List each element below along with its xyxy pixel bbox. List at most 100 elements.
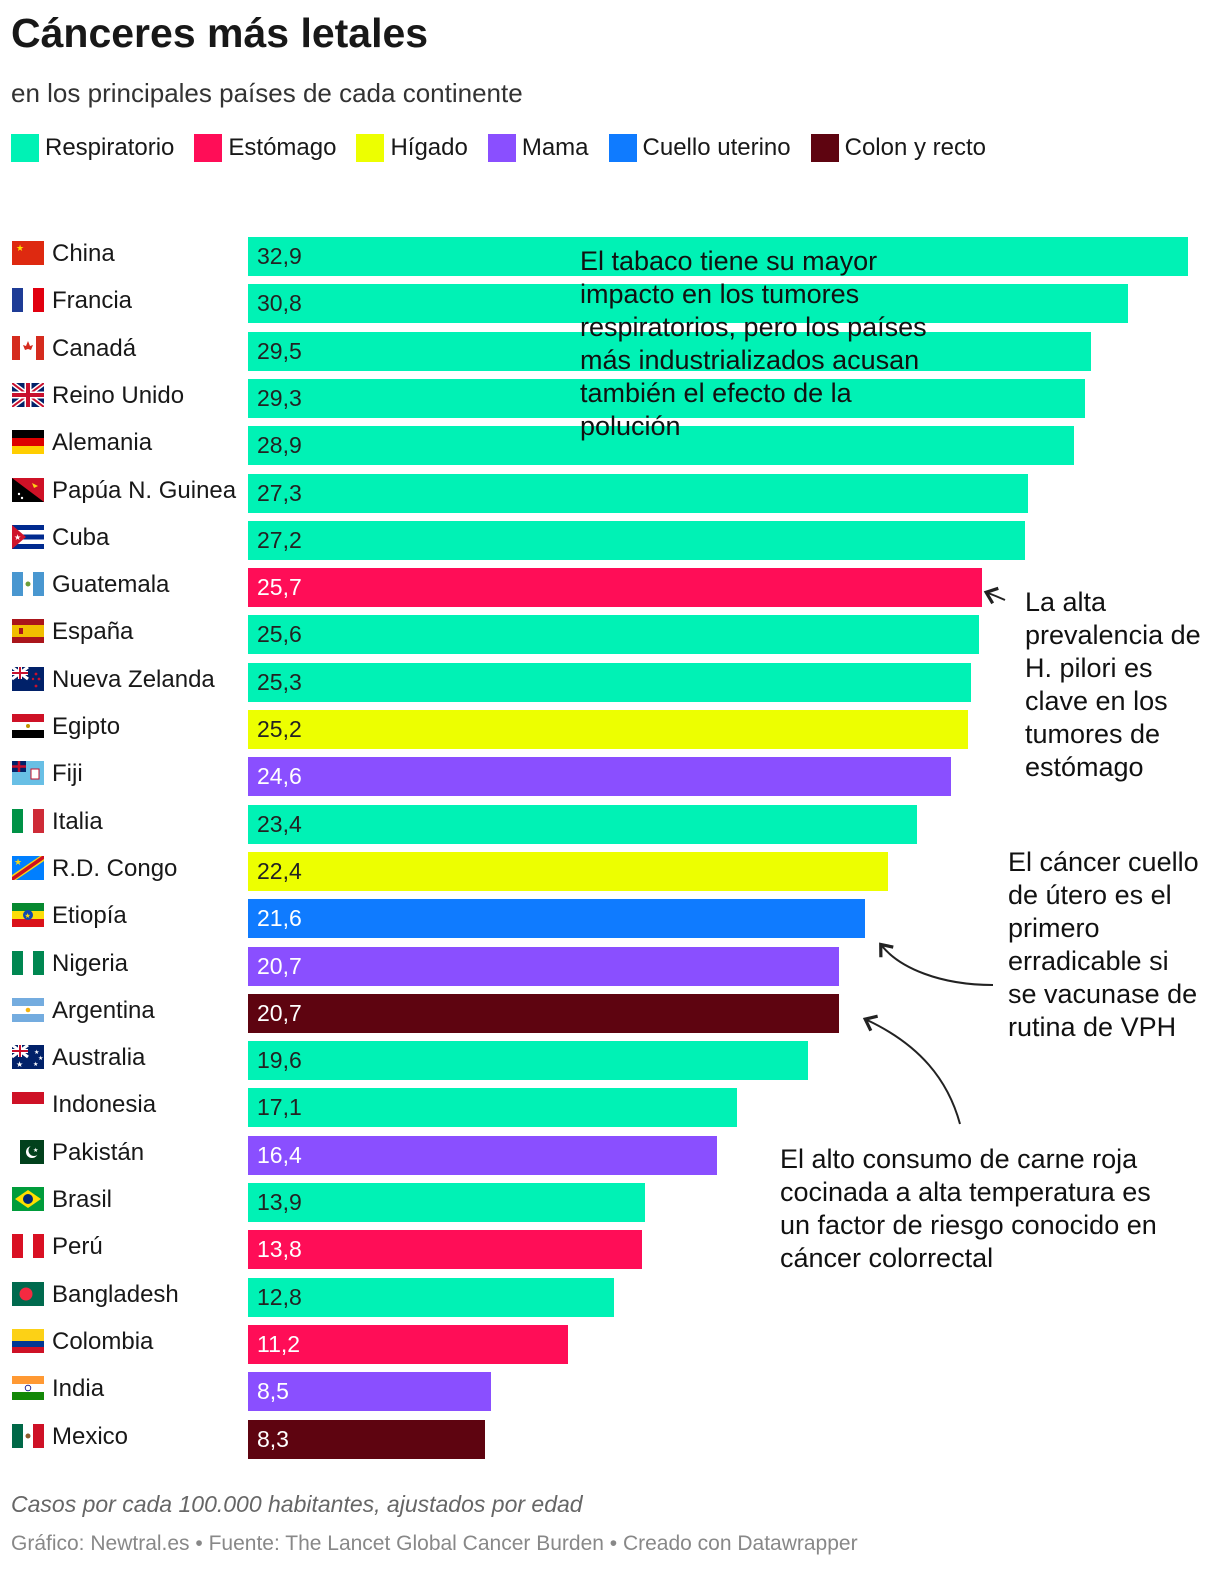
country-label: China [52, 240, 115, 267]
bar-row-brasil: Brasil 13,9 [0, 1183, 1220, 1223]
country-label: Guatemala [52, 571, 170, 599]
country-label: Italia [52, 807, 103, 835]
legend-item-mama: Mama [487, 134, 589, 162]
legend-item-higado: Hígado [356, 134, 468, 162]
country-label: Francia [52, 287, 133, 315]
australia-flag-icon: ★ ★ ★ ★ [11, 1043, 44, 1070]
bar-value-label: 12,8 [257, 1283, 302, 1310]
cuba-flag-icon: ★ [12, 524, 44, 549]
bar: 32,9 [248, 237, 1188, 276]
bar: 23,4 [248, 804, 917, 844]
bar-value-label: 23,4 [257, 810, 302, 837]
bar: 13,8 [248, 1230, 643, 1270]
bar-value-label: 13,8 [257, 1236, 302, 1263]
legend-label: Respiratorio [45, 134, 175, 161]
country-label: Australia [52, 1044, 146, 1072]
country-label: Cuba [52, 523, 110, 551]
country-label: Pakistán [52, 1138, 145, 1166]
country-label: Etiopía [52, 902, 127, 930]
bar-value-label: 25,2 [257, 716, 302, 742]
bar-value-label: 19,6 [257, 1047, 302, 1074]
svg-text:★: ★ [38, 1055, 43, 1062]
svg-text:★: ★ [34, 1049, 39, 1056]
bar-value-label: 32,9 [257, 243, 302, 269]
svg-text:★: ★ [14, 857, 22, 867]
legend-label: Mama [521, 134, 589, 161]
annotation-cuello-utero: El cáncer cuello de útero es el primero … [1008, 847, 1199, 1042]
nigeria-flag-icon [12, 950, 44, 975]
bar-row-etiopia: ★ Etiopía 21,6 [0, 899, 1220, 939]
bar-value-label: 25,7 [257, 574, 302, 601]
indonesia-flag-icon [12, 1092, 44, 1117]
legend-label: Estómago [228, 134, 337, 161]
bar-value-label: 24,6 [257, 763, 302, 790]
italy-flag-icon [12, 808, 44, 833]
bar: 24,6 [248, 757, 951, 797]
chart-notes: Casos por cada 100.000 habitantes, ajust… [11, 1491, 583, 1517]
chart-title: Cánceres más letales [11, 10, 429, 56]
spain-flag-icon [12, 619, 44, 644]
svg-text:★: ★ [16, 243, 24, 253]
bar: 20,7 [248, 993, 840, 1033]
bar-value-label: 29,5 [257, 337, 302, 364]
annotation-carne-roja: El alto consumo de carne roja cocinada a… [780, 1144, 1157, 1273]
bar-row-mexico: Mexico 8,3 [0, 1419, 1220, 1460]
country-label: Papúa N. Guinea [52, 476, 237, 504]
legend-label: Cuello uterino [642, 134, 791, 161]
bar: 22,4 [248, 851, 888, 891]
country-label: Perú [52, 1233, 103, 1261]
bar: 29,5 [248, 331, 1091, 371]
bar-value-label: 25,6 [257, 621, 302, 648]
bar: 27,2 [248, 520, 1026, 560]
legend: Respiratorio Estómago Hígado Mama Cuello… [11, 134, 1006, 162]
country-label: Indonesia [52, 1091, 157, 1119]
legend-item-estomago: Estómago [194, 134, 336, 162]
legend-swatch [487, 134, 516, 162]
legend-swatch [356, 134, 385, 162]
annotation-h-pilori: La alta prevalencia de H. pilori es clav… [1025, 587, 1201, 782]
bar-value-label: 11,2 [257, 1330, 301, 1357]
argentina-flag-icon [12, 997, 44, 1022]
bar: 11,2 [248, 1324, 568, 1364]
dr-congo-flag-icon: ★ [12, 855, 44, 880]
country-label: India [52, 1375, 105, 1403]
country-label: Bangladesh [52, 1280, 179, 1308]
france-flag-icon [12, 288, 44, 313]
svg-text:★: ★ [16, 1060, 23, 1069]
legend-item-cuello-uterino: Cuello uterino [608, 134, 791, 162]
svg-text:★: ★ [25, 912, 31, 920]
bar-row-peru: Perú 13,8 [0, 1230, 1220, 1270]
egypt-flag-icon [12, 714, 44, 738]
mexico-flag-icon [12, 1423, 44, 1448]
bangladesh-flag-icon [12, 1281, 44, 1306]
country-label: Brasil [52, 1186, 113, 1213]
bar-row-papua-n-guinea: Papúa N. Guinea 27,3 [0, 473, 1220, 514]
country-label: R.D. Congo [52, 854, 178, 882]
bar-row-argentina: Argentina 20,7 [0, 993, 1220, 1034]
country-label: Nueva Zelanda [52, 665, 215, 693]
bar-value-label: 13,9 [257, 1189, 302, 1215]
country-label: Egipto [52, 713, 121, 740]
bar-row-fiji: Fiji 24,6 [0, 757, 1220, 797]
papua-new-guinea-flag-icon [12, 477, 44, 502]
bar: 25,6 [248, 615, 980, 655]
bar: 13,9 [248, 1183, 646, 1222]
bar: 25,2 [248, 710, 968, 749]
bar-row-bangladesh: Bangladesh 12,8 [0, 1277, 1220, 1318]
bar-row-colombia: Colombia 11,2 [0, 1324, 1220, 1365]
bar-value-label: 27,3 [257, 479, 302, 506]
bar-value-label: 16,4 [257, 1141, 302, 1168]
country-label: Canadá [52, 334, 137, 362]
bar-value-label: 8,3 [257, 1425, 289, 1452]
bar-value-label: 20,7 [257, 999, 302, 1026]
brazil-flag-icon [12, 1187, 44, 1211]
bar: 21,6 [248, 899, 866, 939]
bar-value-label: 20,7 [257, 952, 302, 979]
canada-flag-icon [12, 335, 44, 360]
india-flag-icon [12, 1376, 44, 1401]
bar-row-espana: España 25,6 [0, 615, 1220, 655]
svg-text:★: ★ [33, 1147, 38, 1154]
bar-row-nueva-zelanda: Nueva Zelanda 25,3 [0, 662, 1220, 703]
bar-row-australia: ★ ★ ★ ★ Australia 19,6 [0, 1041, 1220, 1081]
legend-swatch [194, 134, 223, 162]
